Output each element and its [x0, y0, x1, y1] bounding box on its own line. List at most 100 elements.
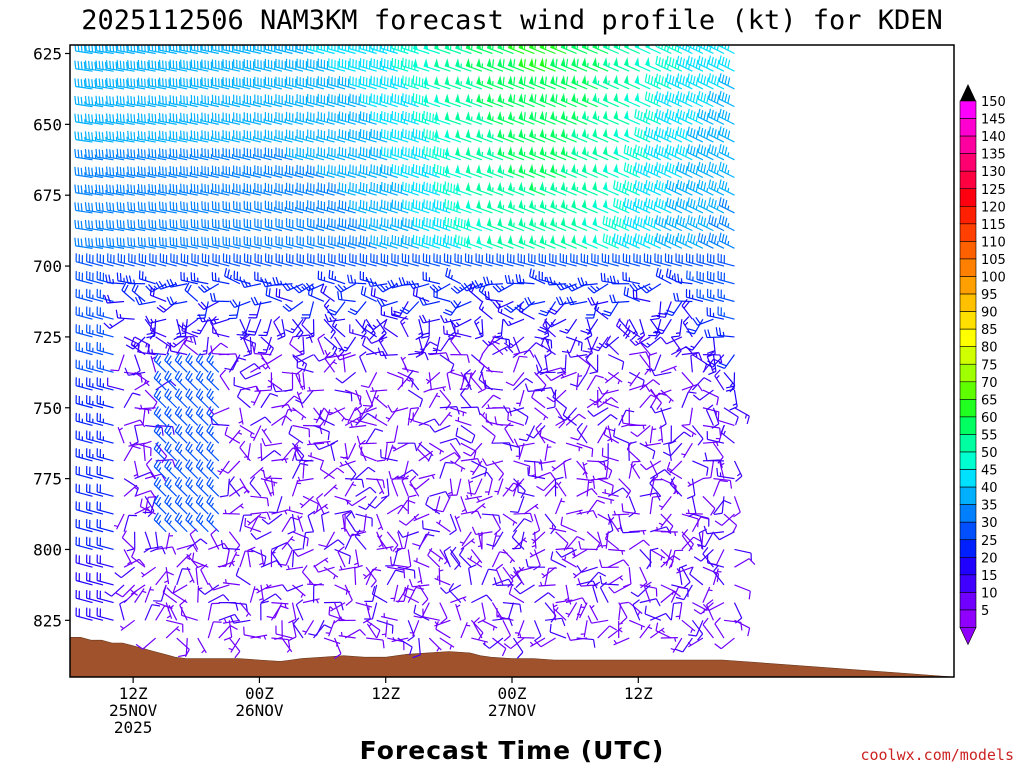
barb-flag: [80, 203, 83, 212]
barb-staff: [208, 542, 225, 551]
barb-flag: [140, 219, 143, 229]
barb-flag: [411, 237, 413, 247]
barb-staff: [155, 459, 173, 462]
wind-barb: [207, 602, 220, 621]
barb-staff: [118, 354, 125, 371]
barb-flag: [429, 201, 431, 210]
barb-flag: [408, 183, 410, 193]
barb-half-flag: [133, 342, 136, 347]
barb-staff: [264, 477, 282, 480]
barb-half-flag: [172, 342, 177, 346]
wind-barb: [190, 77, 209, 90]
barb-flag: [137, 45, 140, 51]
wind-barb: [75, 288, 93, 303]
barb-flag: [176, 479, 183, 487]
barb-half-flag: [200, 431, 204, 437]
barb-flag: [198, 514, 204, 523]
wind-barb: [137, 95, 156, 108]
barb-flag: [412, 164, 415, 173]
barb-flag: [148, 219, 151, 228]
barb-half-flag: [168, 449, 172, 454]
barb-flag: [421, 96, 424, 105]
wind-barb: [164, 441, 178, 462]
wind-barb: [84, 166, 104, 179]
wind-barb: [137, 113, 156, 125]
wind-barb: [75, 377, 93, 391]
barb-flag: [401, 128, 404, 137]
barb-flag: [74, 166, 77, 176]
barb-flag: [195, 459, 202, 467]
barb-flag: [95, 166, 98, 175]
barb-staff: [140, 506, 156, 515]
barb-flag: [176, 443, 183, 452]
barb-flag: [177, 335, 186, 338]
barb-flag: [88, 60, 91, 70]
wind-barb: [148, 113, 167, 125]
barb-flag: [185, 388, 191, 397]
barb-flag: [109, 131, 112, 140]
barb-flag: [123, 284, 129, 293]
barb-flag: [80, 79, 83, 88]
barb-flag: [426, 200, 428, 209]
barb-flag: [157, 61, 160, 70]
barb-half-flag: [112, 278, 115, 284]
barb-flag: [411, 220, 413, 229]
barb-flag: [77, 220, 80, 229]
wind-barb: [176, 554, 191, 568]
barb-flag: [192, 544, 198, 553]
barb-flag: [408, 166, 410, 175]
wind-barb: [84, 219, 104, 232]
barb-flag: [88, 114, 91, 123]
wind-barb: [116, 237, 135, 249]
barb-flag: [172, 585, 177, 594]
wind-barb: [198, 584, 220, 595]
barb-flag: [418, 130, 421, 139]
barb-flag: [305, 531, 314, 534]
barb-flag: [405, 111, 407, 121]
barb-flag: [91, 185, 94, 194]
wind-barb: [165, 625, 181, 639]
barb-flag: [155, 496, 162, 505]
wind-barb: [222, 130, 240, 143]
wind-barb: [86, 572, 104, 586]
wind-barb: [140, 566, 157, 578]
wind-barb: [211, 218, 230, 232]
barb-staff: [218, 625, 231, 639]
wind-barb: [95, 131, 114, 143]
barb-flag: [98, 113, 101, 123]
barb-flag: [408, 112, 410, 122]
barb-flag: [109, 184, 112, 194]
wind-barb: [84, 237, 104, 249]
wind-barb: [174, 370, 188, 391]
barb-flag: [80, 149, 83, 159]
barb-staff: [200, 569, 209, 586]
barb-flag: [144, 167, 146, 176]
barb-half-flag: [174, 281, 178, 287]
barb-half-flag: [345, 590, 348, 595]
wind-barb: [170, 253, 188, 267]
barb-flag: [198, 479, 204, 487]
barb-flag: [185, 512, 191, 521]
barb-flag: [144, 202, 146, 212]
barb-flag: [174, 388, 180, 397]
barb-flag: [140, 374, 143, 383]
barb-flag: [91, 238, 94, 247]
barb-flag: [116, 272, 119, 281]
barb-flag: [401, 146, 404, 155]
barb-flag: [171, 546, 177, 555]
barb-half-flag: [210, 484, 214, 490]
barb-flag: [116, 130, 119, 140]
wind-barb: [190, 94, 209, 108]
barb-half-flag: [119, 625, 124, 630]
barb-flag: [174, 423, 180, 432]
barb-flag: [140, 113, 143, 122]
barb-flag: [418, 236, 421, 246]
wind-barb: [138, 404, 156, 410]
wind-barb: [211, 236, 230, 249]
barb-staff: [204, 584, 220, 595]
barb-flag: [408, 236, 410, 246]
barb-flag: [183, 336, 189, 345]
barb-half-flag: [210, 449, 214, 454]
wind-barb: [166, 278, 188, 288]
barb-flag: [166, 346, 171, 355]
